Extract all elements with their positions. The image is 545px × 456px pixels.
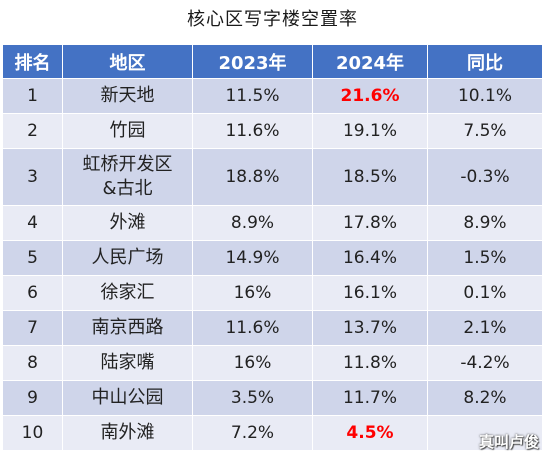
page-title: 核心区写字楼空置率 (187, 9, 358, 30)
header-district: 地区 (62, 44, 193, 79)
yoy-cell: 0.1% (427, 275, 543, 311)
rank-cell: 4 (2, 205, 63, 241)
value-2024-cell: 16.4% (312, 240, 428, 276)
value-2023-cell: 8.9% (192, 205, 313, 241)
rank-cell: 1 (2, 78, 63, 114)
yoy-cell: -4.2% (427, 345, 543, 381)
table-row: 7 南京西路 11.6% 13.7% 2.1% (2, 310, 543, 346)
yoy-cell: 2.1% (427, 310, 543, 346)
value-2024-cell: 17.8% (312, 205, 428, 241)
rank-cell: 5 (2, 240, 63, 276)
header-2024: 2024年 (312, 44, 428, 79)
value-2024-cell: 11.8% (312, 345, 428, 381)
value-2024-cell: 11.7% (312, 380, 428, 416)
value-2023-cell: 11.6% (192, 113, 313, 149)
vacancy-table: 排名 地区 2023年 2024年 同比 1 新天地 11.5% 21.6% 1… (2, 44, 543, 451)
yoy-cell: -0.3% (427, 148, 543, 206)
value-2023-cell: 16% (192, 345, 313, 381)
table-row: 4 外滩 8.9% 17.8% 8.9% (2, 205, 543, 241)
value-2023-cell: 16% (192, 275, 313, 311)
value-2023-cell: 3.5% (192, 380, 313, 416)
table-row: 9 中山公园 3.5% 11.7% 8.2% (2, 380, 543, 416)
value-2024-cell: 19.1% (312, 113, 428, 149)
yoy-cell: 10.1% (427, 78, 543, 114)
yoy-cell (427, 415, 543, 451)
value-2023-cell: 11.5% (192, 78, 313, 114)
district-cell: 徐家汇 (62, 275, 193, 311)
district-cell: 竹园 (62, 113, 193, 149)
value-2023-cell: 18.8% (192, 148, 313, 206)
value-2024-cell: 13.7% (312, 310, 428, 346)
yoy-cell: 1.5% (427, 240, 543, 276)
district-cell: 虹桥开发区 &古北 (62, 148, 193, 206)
district-cell: 外滩 (62, 205, 193, 241)
rank-cell: 3 (2, 148, 63, 206)
district-cell: 中山公园 (62, 380, 193, 416)
value-2024-cell: 21.6% (312, 78, 428, 114)
value-2024-cell: 4.5% (312, 415, 428, 451)
district-cell: 南外滩 (62, 415, 193, 451)
yoy-cell: 8.2% (427, 380, 543, 416)
district-line-2: &古北 (102, 178, 153, 199)
watermark: 真叫卢俊 (478, 433, 539, 451)
header-row: 排名 地区 2023年 2024年 同比 (2, 44, 543, 79)
header-2023: 2023年 (192, 44, 313, 79)
value-2024-cell: 18.5% (312, 148, 428, 206)
district-cell: 陆家嘴 (62, 345, 193, 381)
value-2023-cell: 11.6% (192, 310, 313, 346)
rank-cell: 9 (2, 380, 63, 416)
value-2024-cell: 16.1% (312, 275, 428, 311)
rank-cell: 7 (2, 310, 63, 346)
rank-cell: 8 (2, 345, 63, 381)
yoy-cell: 7.5% (427, 113, 543, 149)
rank-cell: 2 (2, 113, 63, 149)
header-yoy: 同比 (427, 44, 543, 79)
table-row: 5 人民广场 14.9% 16.4% 1.5% (2, 240, 543, 276)
district-cell: 人民广场 (62, 240, 193, 276)
table-row: 6 徐家汇 16% 16.1% 0.1% (2, 275, 543, 311)
yoy-cell: 8.9% (427, 205, 543, 241)
table-row: 8 陆家嘴 16% 11.8% -4.2% (2, 345, 543, 381)
table-row: 10 南外滩 7.2% 4.5% (2, 415, 543, 451)
table-row: 1 新天地 11.5% 21.6% 10.1% (2, 78, 543, 114)
rank-cell: 6 (2, 275, 63, 311)
table-row: 3 虹桥开发区 &古北 18.8% 18.5% -0.3% (2, 148, 543, 206)
value-2023-cell: 7.2% (192, 415, 313, 451)
rank-cell: 10 (2, 415, 63, 451)
table-row: 2 竹园 11.6% 19.1% 7.5% (2, 113, 543, 149)
value-2023-cell: 14.9% (192, 240, 313, 276)
district-cell: 新天地 (62, 78, 193, 114)
district-cell: 南京西路 (62, 310, 193, 346)
district-line-1: 虹桥开发区 (82, 154, 173, 175)
header-rank: 排名 (2, 44, 63, 79)
